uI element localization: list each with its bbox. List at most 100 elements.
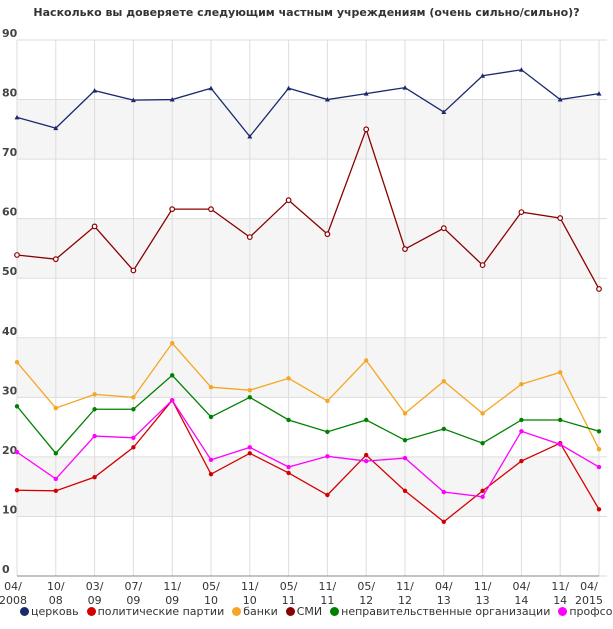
data-point: [441, 519, 446, 525]
legend-item[interactable]: профсоюзы: [558, 605, 613, 618]
data-point: [14, 404, 20, 409]
x-tick-label: 2015: [575, 594, 603, 607]
y-tick-label: 70: [2, 146, 18, 159]
series-4: [14, 373, 602, 456]
data-point: [480, 494, 485, 499]
legend-item[interactable]: церковь: [20, 605, 79, 618]
y-tick-label: 90: [2, 27, 18, 40]
x-tick-label: 04/: [513, 580, 531, 593]
series-line: [16, 127, 600, 290]
data-point: [324, 231, 331, 238]
data-point: [402, 246, 408, 252]
x-tick-label: 04/: [580, 580, 598, 593]
legend-item[interactable]: банки: [232, 605, 278, 618]
data-point: [53, 488, 58, 494]
series-line: [16, 69, 600, 138]
series-line: [16, 342, 600, 450]
grid-band: [17, 218, 599, 279]
data-point: [247, 445, 252, 450]
data-point: [402, 85, 408, 90]
data-point: [480, 73, 486, 78]
x-tick-label: 04/: [4, 580, 22, 593]
data-point: [286, 376, 291, 381]
data-point: [596, 446, 602, 452]
data-point: [519, 417, 524, 423]
x-tick-label: 07/: [125, 580, 143, 593]
series-0: [14, 67, 602, 139]
data-point: [92, 407, 97, 412]
data-point: [441, 109, 447, 115]
data-point: [596, 91, 602, 96]
y-tick-label: 40: [2, 325, 18, 338]
y-tick-label: 50: [2, 265, 18, 278]
x-tick-label: 09: [165, 594, 179, 607]
series-line: [16, 399, 600, 523]
data-point: [364, 452, 369, 458]
data-point: [53, 451, 58, 456]
data-point: [131, 435, 136, 441]
data-point: [53, 405, 58, 411]
data-point: [130, 267, 137, 274]
legend-item[interactable]: политические партии: [86, 605, 225, 618]
series-line: [16, 374, 600, 455]
x-tick-label: 09: [88, 594, 102, 607]
data-point: [596, 464, 602, 470]
series-3: [14, 126, 602, 292]
legend-label: СМИ: [296, 605, 323, 618]
series-line: [16, 399, 600, 498]
data-point: [208, 85, 214, 91]
data-point: [14, 449, 20, 455]
data-point: [285, 197, 292, 204]
data-point: [130, 97, 136, 103]
data-point: [402, 411, 408, 416]
chart-title: Насколько вы доверяете следующим частным…: [33, 6, 580, 19]
data-point: [92, 474, 97, 480]
x-tick-label: 04/: [435, 580, 453, 593]
grid-band: [17, 99, 599, 160]
data-point: [92, 88, 98, 93]
legend-marker-icon: [285, 607, 295, 616]
data-point: [363, 91, 369, 96]
x-tick-label: 13: [437, 594, 451, 607]
data-point: [480, 488, 485, 494]
data-point: [286, 470, 291, 476]
x-tick-label: 12: [359, 594, 373, 607]
data-point: [518, 209, 525, 216]
x-tick-label: 11/: [551, 580, 569, 593]
data-point: [14, 252, 20, 258]
x-tick-label: 13: [476, 594, 490, 607]
x-tick-label: 10: [243, 594, 257, 607]
legend-item[interactable]: СМИ: [285, 605, 323, 618]
data-point: [91, 223, 98, 230]
data-point: [557, 215, 564, 221]
data-point: [53, 476, 58, 482]
data-point: [131, 407, 136, 412]
data-point: [247, 133, 253, 139]
y-tick-label: 60: [2, 206, 18, 219]
legend-item[interactable]: неправительственные организации: [330, 605, 550, 618]
x-tick-label: 11/: [474, 580, 492, 593]
data-point: [440, 225, 447, 232]
data-point: [208, 471, 214, 477]
legend-label: политические партии: [97, 605, 225, 618]
x-tick-label: 11/: [319, 580, 337, 593]
legend-marker-icon: [20, 607, 29, 616]
x-tick-label: 11: [282, 594, 296, 607]
data-point: [558, 442, 563, 447]
x-tick-label: 10/: [47, 580, 65, 593]
data-point: [480, 440, 485, 446]
data-point: [402, 438, 408, 443]
data-point: [247, 395, 252, 400]
data-point: [92, 433, 97, 439]
x-tick-label: 11: [320, 594, 334, 607]
data-point: [518, 67, 524, 72]
x-tick-label: 08: [49, 594, 63, 607]
x-tick-label: 11/: [163, 580, 181, 593]
data-point: [169, 97, 175, 102]
data-point: [519, 382, 524, 387]
data-point: [441, 379, 446, 384]
legend: церковь политические партии банки СМИ неправ…: [20, 605, 613, 618]
data-point: [324, 97, 330, 102]
data-point: [363, 126, 370, 133]
